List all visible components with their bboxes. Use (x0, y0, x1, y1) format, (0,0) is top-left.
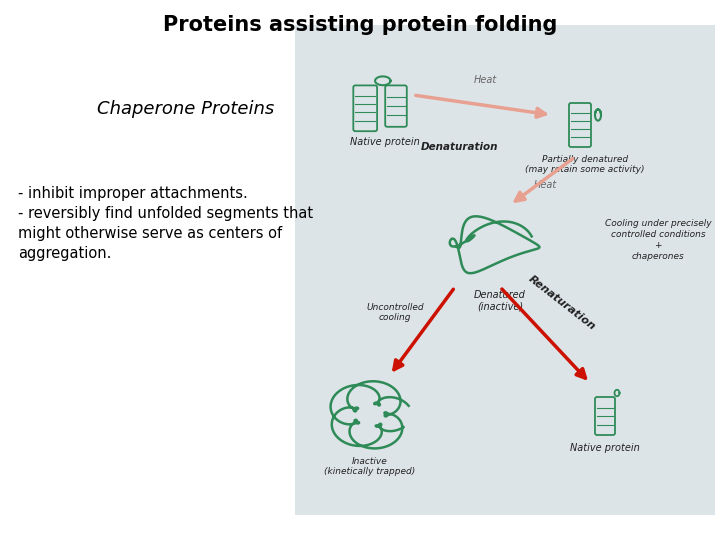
Text: Proteins assisting protein folding: Proteins assisting protein folding (163, 15, 557, 35)
Text: Denaturation: Denaturation (421, 142, 499, 152)
Text: Native protein: Native protein (350, 137, 420, 147)
Text: Native protein: Native protein (570, 443, 640, 453)
Text: Renaturation: Renaturation (526, 274, 598, 332)
Text: Cooling under precisely
controlled conditions
+
chaperones: Cooling under precisely controlled condi… (605, 219, 711, 261)
Text: Chaperone Proteins: Chaperone Proteins (97, 100, 274, 118)
Text: Denatured
(inactive): Denatured (inactive) (474, 290, 526, 312)
Text: Uncontrolled
cooling: Uncontrolled cooling (366, 302, 424, 322)
Text: Inactive
(kinetically trapped): Inactive (kinetically trapped) (325, 457, 415, 476)
Bar (295, 25, 715, 515)
Text: Heat: Heat (534, 180, 557, 190)
Text: - inhibit improper attachments.
- reversibly find unfolded segments that
might o: - inhibit improper attachments. - revers… (18, 186, 313, 261)
Text: Partially denatured
(may retain some activity): Partially denatured (may retain some act… (526, 155, 644, 174)
Text: Heat: Heat (473, 75, 497, 85)
